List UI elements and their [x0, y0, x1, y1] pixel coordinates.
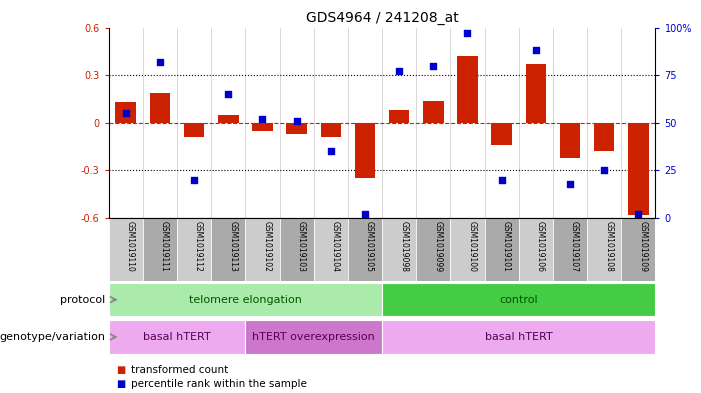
Bar: [484, 218, 519, 281]
Bar: [451, 218, 484, 281]
Bar: [314, 218, 348, 281]
Text: GSM1019107: GSM1019107: [570, 220, 579, 272]
Bar: [348, 218, 382, 281]
Bar: [320, 123, 341, 137]
Bar: [245, 218, 280, 281]
Bar: [519, 218, 553, 281]
Text: percentile rank within the sample: percentile rank within the sample: [131, 379, 307, 389]
Text: GSM1019109: GSM1019109: [639, 220, 647, 272]
Bar: [355, 123, 375, 178]
Text: ■: ■: [116, 365, 125, 375]
Bar: [245, 320, 382, 354]
Point: [189, 177, 200, 183]
Text: GSM1019111: GSM1019111: [160, 220, 169, 272]
Bar: [621, 218, 655, 281]
Point: [393, 68, 404, 75]
Bar: [287, 123, 307, 134]
Text: GSM1019106: GSM1019106: [536, 220, 545, 272]
Text: GSM1019102: GSM1019102: [262, 220, 271, 272]
Text: GSM1019112: GSM1019112: [194, 220, 203, 272]
Bar: [184, 123, 205, 137]
Point: [120, 110, 131, 116]
Point: [154, 59, 165, 65]
Text: basal hTERT: basal hTERT: [143, 332, 211, 342]
Bar: [382, 218, 416, 281]
Text: GSM1019103: GSM1019103: [297, 220, 306, 272]
Bar: [382, 320, 655, 354]
Point: [633, 211, 644, 217]
Point: [530, 47, 541, 53]
Bar: [491, 123, 512, 145]
Text: hTERT overexpression: hTERT overexpression: [252, 332, 375, 342]
Bar: [218, 115, 238, 123]
Bar: [177, 218, 211, 281]
Bar: [143, 218, 177, 281]
Text: telomere elongation: telomere elongation: [189, 295, 302, 305]
Bar: [211, 218, 245, 281]
Bar: [280, 218, 314, 281]
Text: GSM1019113: GSM1019113: [229, 220, 237, 272]
Text: ■: ■: [116, 379, 125, 389]
Bar: [553, 218, 587, 281]
Bar: [526, 64, 546, 123]
Bar: [416, 218, 451, 281]
Text: GSM1019104: GSM1019104: [331, 220, 340, 272]
Bar: [109, 283, 382, 316]
Bar: [560, 123, 580, 158]
Bar: [594, 123, 614, 151]
Bar: [423, 101, 444, 123]
Text: GSM1019105: GSM1019105: [365, 220, 374, 272]
Text: basal hTERT: basal hTERT: [485, 332, 552, 342]
Bar: [150, 93, 170, 123]
Text: genotype/variation: genotype/variation: [0, 332, 105, 342]
Point: [360, 211, 371, 217]
Point: [257, 116, 268, 122]
Bar: [457, 56, 478, 123]
Bar: [628, 123, 648, 215]
Point: [599, 167, 610, 174]
Text: GSM1019108: GSM1019108: [604, 220, 613, 272]
Bar: [587, 218, 621, 281]
Text: GSM1019100: GSM1019100: [468, 220, 477, 272]
Text: transformed count: transformed count: [131, 365, 229, 375]
Point: [223, 91, 234, 97]
Bar: [389, 110, 409, 123]
Text: protocol: protocol: [60, 295, 105, 305]
Point: [462, 30, 473, 37]
Point: [496, 177, 508, 183]
Bar: [109, 320, 245, 354]
Point: [428, 62, 439, 69]
Title: GDS4964 / 241208_at: GDS4964 / 241208_at: [306, 11, 458, 25]
Bar: [109, 218, 143, 281]
Text: GSM1019098: GSM1019098: [399, 220, 408, 272]
Point: [325, 148, 336, 154]
Bar: [382, 283, 655, 316]
Text: control: control: [499, 295, 538, 305]
Bar: [252, 123, 273, 131]
Point: [564, 181, 576, 187]
Text: GSM1019101: GSM1019101: [502, 220, 510, 272]
Text: GSM1019110: GSM1019110: [125, 220, 135, 272]
Point: [291, 118, 302, 124]
Text: GSM1019099: GSM1019099: [433, 220, 442, 272]
Bar: [116, 102, 136, 123]
